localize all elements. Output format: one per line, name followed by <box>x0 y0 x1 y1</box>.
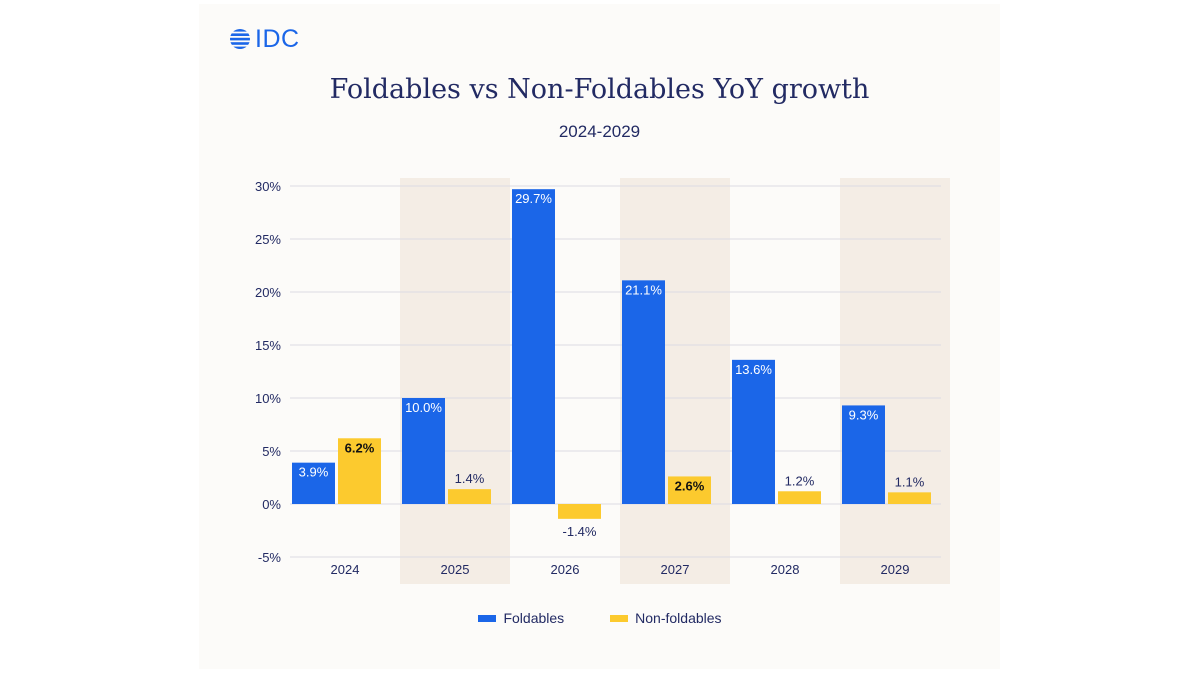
category-band <box>400 178 510 584</box>
data-label-foldables: 9.3% <box>849 407 879 422</box>
bar-non-foldables <box>668 476 711 504</box>
chart-title: Foldables vs Non-Foldables YoY growth <box>329 74 870 105</box>
chart-subtitle: 2024-2029 <box>558 122 641 141</box>
data-label-foldables: 10.0% <box>405 400 442 415</box>
bar-non-foldables <box>338 438 381 504</box>
data-label-non-foldables: 6.2% <box>345 440 375 455</box>
globe-icon <box>230 29 250 49</box>
y-tick-label: 30% <box>255 179 281 194</box>
bar-foldables <box>622 280 665 504</box>
legend-item-foldables: Foldables <box>478 610 564 626</box>
bar-foldables <box>842 405 885 504</box>
bar-foldables <box>402 398 445 504</box>
x-tick-label: 2028 <box>771 562 800 577</box>
y-tick-label: -5% <box>258 550 282 565</box>
idc-logo: IDC <box>229 24 300 53</box>
legend-swatch-foldables <box>478 614 497 622</box>
x-tick-label: 2024 <box>331 562 360 577</box>
bar-foldables <box>732 359 775 504</box>
bar-non-foldables <box>448 489 491 504</box>
bar-non-foldables <box>778 491 821 504</box>
bar-foldables <box>292 462 335 504</box>
x-tick-label: 2026 <box>551 562 580 577</box>
bar-chart: 30% 25% 20% 15% 10% 5% 0% -5% 2024 2025 2026 2027 20… <box>255 178 950 584</box>
data-label-non-foldables: 2.6% <box>675 478 705 493</box>
x-tick-label: 2025 <box>441 562 470 577</box>
y-tick-label: 0% <box>262 497 281 512</box>
y-tick-label: 15% <box>255 338 281 353</box>
category-band <box>840 178 950 584</box>
data-label-non-foldables: 1.4% <box>455 471 485 486</box>
brand-name: IDC <box>255 24 300 53</box>
data-label-non-foldables: 1.2% <box>785 473 815 488</box>
bar-foldables <box>512 189 555 504</box>
y-tick-label: 20% <box>255 285 281 300</box>
data-label-foldables: 21.1% <box>625 282 662 297</box>
bar-non-foldables <box>558 504 601 519</box>
legend-item-non-foldables: Non-foldables <box>610 610 722 626</box>
y-tick-label: 25% <box>255 232 281 247</box>
y-tick-label: 10% <box>255 391 281 406</box>
data-label-foldables: 29.7% <box>515 191 552 206</box>
x-tick-label: 2029 <box>881 562 910 577</box>
data-label-non-foldables: 1.1% <box>895 474 925 489</box>
y-tick-label: 5% <box>262 444 281 459</box>
data-label-foldables: 3.9% <box>299 465 329 480</box>
data-label-foldables: 13.6% <box>735 362 772 377</box>
bar-non-foldables <box>888 492 931 504</box>
legend-label-non-foldables: Non-foldables <box>635 610 722 626</box>
chart-legend: Foldables Non-foldables <box>0 610 1200 626</box>
legend-label-foldables: Foldables <box>503 610 565 626</box>
x-tick-label: 2027 <box>661 562 690 577</box>
legend-swatch-non-foldables <box>610 614 629 622</box>
data-label-non-foldables: -1.4% <box>563 524 597 539</box>
